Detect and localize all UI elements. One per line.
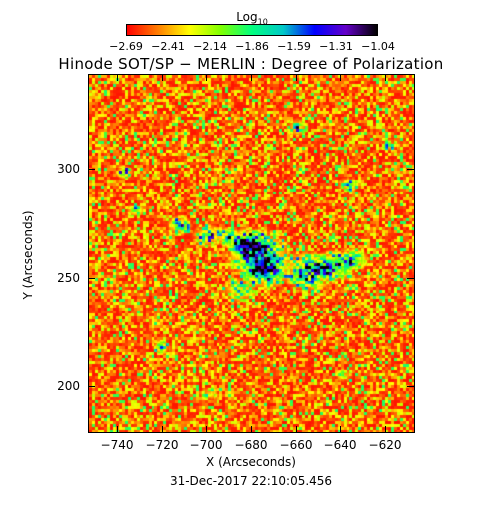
y-tick-label: 200	[57, 379, 80, 393]
colorbar-tick-label: −1.31	[319, 40, 353, 53]
x-tick-mark	[385, 426, 386, 433]
x-tick-mark	[206, 74, 207, 81]
x-tick-label: −620	[368, 438, 402, 452]
x-tick-label: −740	[100, 438, 134, 452]
x-tick-mark	[340, 74, 341, 81]
y-tick-mark	[407, 278, 414, 279]
x-tick-mark	[385, 74, 386, 81]
x-tick-label: −680	[234, 438, 268, 452]
plot-title: Hinode SOT/SP − MERLIN : Degree of Polar…	[58, 55, 444, 73]
colorbar-tick-label: −2.14	[193, 40, 227, 53]
x-tick-mark	[117, 74, 118, 81]
y-tick-label: 250	[57, 271, 80, 285]
polarization-image	[89, 75, 414, 432]
x-tick-mark	[162, 74, 163, 81]
x-tick-mark	[251, 426, 252, 433]
y-tick-mark	[88, 386, 95, 387]
timestamp: 31-Dec-2017 22:10:05.456	[169, 474, 333, 488]
colorbar-label: Log10	[236, 10, 268, 27]
x-tick-mark	[117, 426, 118, 433]
y-tick-mark	[88, 169, 95, 170]
x-tick-label: −640	[323, 438, 357, 452]
x-tick-label: −660	[279, 438, 313, 452]
colorbar-tick-label: −1.04	[361, 40, 395, 53]
x-axis-label: X (Arcseconds)	[206, 455, 296, 469]
colorbar-tick-label: −1.59	[277, 40, 311, 53]
colorbar	[126, 24, 378, 36]
y-tick-label: 300	[57, 162, 80, 176]
x-tick-mark	[206, 426, 207, 433]
x-tick-label: −700	[189, 438, 223, 452]
y-tick-mark	[88, 278, 95, 279]
y-tick-mark	[407, 169, 414, 170]
x-tick-mark	[340, 426, 341, 433]
y-axis-label: Y (Arcseconds)	[21, 210, 35, 300]
y-tick-mark	[407, 386, 414, 387]
x-tick-mark	[296, 426, 297, 433]
colorbar-tick-label: −1.86	[235, 40, 269, 53]
colorbar-tick-label: −2.69	[109, 40, 143, 53]
x-tick-mark	[296, 74, 297, 81]
polarization-map	[88, 74, 415, 433]
x-tick-mark	[251, 74, 252, 81]
x-tick-label: −720	[145, 438, 179, 452]
x-tick-mark	[162, 426, 163, 433]
colorbar-tick-label: −2.41	[151, 40, 185, 53]
